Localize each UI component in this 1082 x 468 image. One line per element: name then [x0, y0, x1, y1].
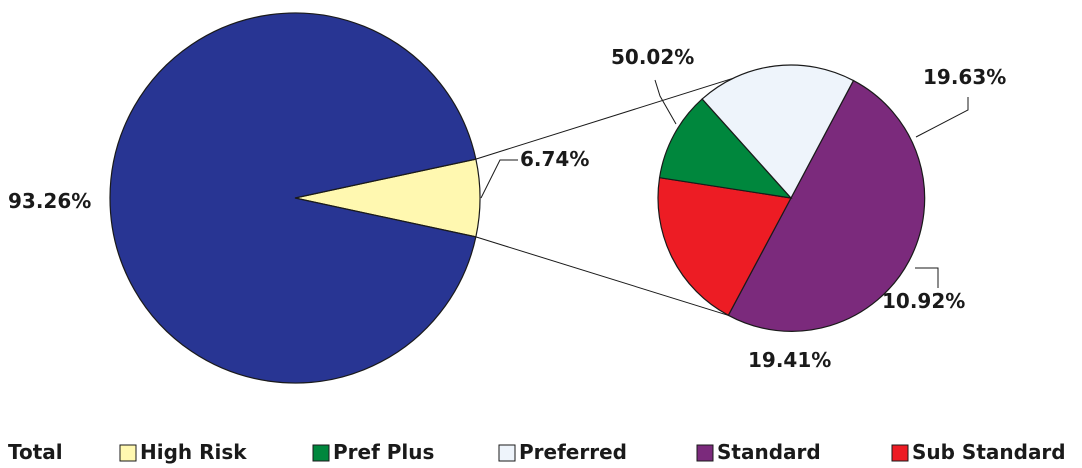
data-label-19-63: 19.63%	[923, 65, 1006, 89]
data-label-93-26: 93.26%	[8, 189, 91, 213]
legend-swatch-high-risk	[119, 444, 137, 462]
sub-pie	[657, 64, 926, 332]
connector-line-bottom	[475, 236, 729, 316]
data-label-6-74: 6.74%	[520, 147, 589, 171]
main-pie-slice-93-26	[109, 12, 477, 384]
connector-lines	[475, 66, 771, 316]
legend-label-high-risk: High Risk	[140, 440, 247, 464]
leader-line-50-02	[654, 79, 677, 125]
legend-label-pref-plus: Pref Plus	[333, 440, 434, 464]
connector-line-top	[475, 66, 771, 160]
sub-pie-slice-10-92	[658, 98, 793, 199]
legend-label-sub-standard: Sub Standard	[912, 440, 1066, 464]
sub-pie-slice-50-02	[727, 79, 926, 332]
leader-lines	[480, 79, 969, 288]
legend-swatch-standard	[696, 444, 714, 462]
legend-swatch-sub-standard	[891, 444, 909, 462]
leader-line-19-63	[915, 97, 969, 138]
main-pie	[109, 12, 481, 384]
leader-line-10-92	[915, 267, 939, 288]
sub-pie-slice-19-63	[657, 176, 792, 317]
data-label-10-92: 10.92%	[882, 289, 965, 313]
data-label-19-41: 19.41%	[748, 348, 831, 372]
sub-pie-slice-19-41	[701, 64, 855, 200]
legend-label-preferred: Preferred	[519, 440, 627, 464]
legend-swatch-preferred	[498, 444, 516, 462]
leader-line-6-74	[480, 159, 518, 199]
legend-label-standard: Standard	[717, 440, 821, 464]
legend-label-total: Total	[8, 440, 63, 464]
legend: Total High Risk Pref Plus Preferred Stan…	[8, 440, 1066, 464]
legend-swatch-pref-plus	[312, 444, 330, 462]
data-label-50-02: 50.02%	[611, 45, 694, 69]
